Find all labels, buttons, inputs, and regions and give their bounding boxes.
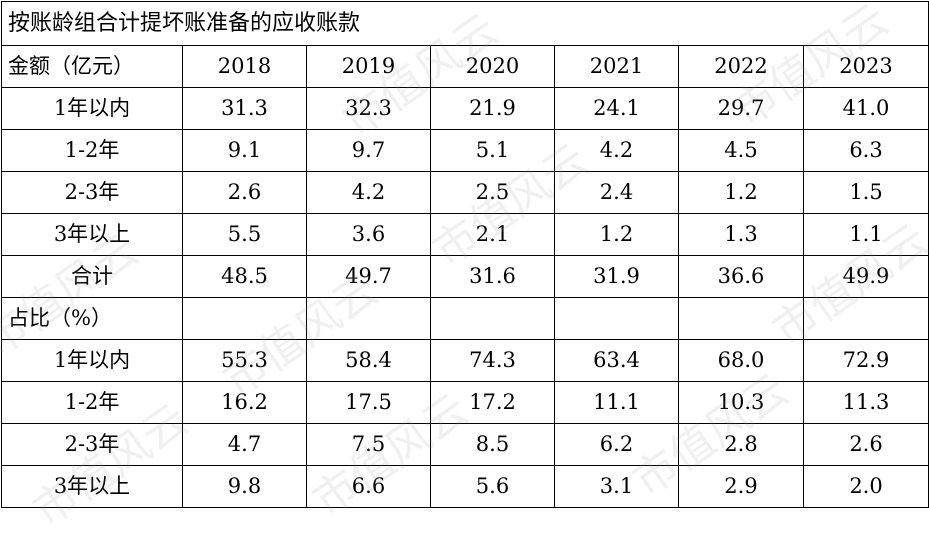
table-cell: 16.2: [182, 381, 307, 424]
table-row: 1年以内 55.3 58.4 74.3 63.4 68.0 72.9: [1, 339, 929, 382]
table-cell: 49.9: [802, 255, 929, 298]
table-cell: 5.5: [182, 213, 307, 256]
table-cell: 29.7: [678, 87, 804, 130]
table-cell: 2.5: [430, 171, 555, 214]
table-cell: 21.9: [430, 87, 555, 130]
pct-header: 占比（%）: [1, 297, 183, 340]
year-header: 2020: [430, 45, 555, 88]
table-row: 3年以上 9.8 6.6 5.6 3.1 2.9 2.0: [1, 465, 929, 508]
row-label: 3年以上: [1, 213, 183, 256]
table-cell: 74.3: [430, 339, 555, 382]
table-cell: 72.9: [802, 339, 929, 382]
table-cell: 58.4: [306, 339, 431, 382]
table-cell: 5.1: [430, 129, 555, 172]
table-title-row: 按账龄组合计提坏账准备的应收账款: [0, 1, 929, 46]
table-cell: 3.6: [306, 213, 431, 256]
table-cell: 68.0: [678, 339, 804, 382]
table-cell: 1.2: [554, 213, 679, 256]
row-label: 3年以上: [1, 465, 183, 508]
table-cell: 4.5: [678, 129, 804, 172]
table-row: 1-2年 9.1 9.7 5.1 4.2 4.5 6.3: [1, 129, 929, 172]
table-cell: 2.6: [182, 171, 307, 214]
table-cell: 63.4: [554, 339, 679, 382]
table-cell: 2.1: [430, 213, 555, 256]
table-cell: 1.1: [802, 213, 929, 256]
table-cell: 9.7: [306, 129, 431, 172]
table-cell: 17.2: [430, 381, 555, 424]
year-header: 2023: [802, 45, 929, 88]
table-cell: 6.2: [554, 423, 679, 466]
empty-cell: [430, 297, 555, 340]
table-cell: 48.5: [182, 255, 307, 298]
year-header: 2018: [182, 45, 307, 88]
table-row: 1年以内 31.3 32.3 21.9 24.1 29.7 41.0: [1, 87, 929, 130]
year-header: 2021: [554, 45, 679, 88]
table-cell: 36.6: [678, 255, 804, 298]
table-cell: 4.2: [306, 171, 431, 214]
year-header: 2019: [306, 45, 431, 88]
table-cell: 2.8: [678, 423, 804, 466]
table-row: 2-3年 4.7 7.5 8.5 6.2 2.8 2.6: [1, 423, 929, 466]
empty-cell: [802, 297, 929, 340]
table-cell: 49.7: [306, 255, 431, 298]
row-label: 1-2年: [1, 129, 183, 172]
table-cell: 4.7: [182, 423, 307, 466]
row-label: 2-3年: [1, 171, 183, 214]
year-header: 2022: [678, 45, 804, 88]
table-cell: 31.6: [430, 255, 555, 298]
empty-cell: [554, 297, 679, 340]
empty-cell: [182, 297, 307, 340]
amount-header: 金额（亿元）: [1, 45, 183, 88]
table-cell: 1.2: [678, 171, 804, 214]
table-cell: 1.5: [802, 171, 929, 214]
table-cell: 6.6: [306, 465, 431, 508]
row-label: 2-3年: [1, 423, 183, 466]
aging-receivables-table: 按账龄组合计提坏账准备的应收账款 金额（亿元） 2018 2019 2020 2…: [0, 1, 929, 508]
row-label: 1年以内: [1, 339, 183, 382]
table-cell: 10.3: [678, 381, 804, 424]
table-cell: 2.6: [802, 423, 929, 466]
year-header-row: 金额（亿元） 2018 2019 2020 2021 2022 2023: [1, 45, 929, 88]
table-cell: 31.3: [182, 87, 307, 130]
row-label: 合计: [1, 255, 183, 298]
table-cell: 41.0: [802, 87, 929, 130]
table-cell: 24.1: [554, 87, 679, 130]
empty-cell: [306, 297, 431, 340]
table-cell: 8.5: [430, 423, 555, 466]
table-cell: 1.3: [678, 213, 804, 256]
table-cell: 9.8: [182, 465, 307, 508]
table-cell: 3.1: [554, 465, 679, 508]
table-cell: 6.3: [802, 129, 929, 172]
table-title: 按账龄组合计提坏账准备的应收账款: [0, 1, 929, 46]
empty-cell: [678, 297, 804, 340]
table-cell: 4.2: [554, 129, 679, 172]
row-label: 1年以内: [1, 87, 183, 130]
table-cell: 9.1: [182, 129, 307, 172]
table-cell: 5.6: [430, 465, 555, 508]
table-row-total: 合计 48.5 49.7 31.6 31.9 36.6 49.9: [1, 255, 929, 298]
row-label: 1-2年: [1, 381, 183, 424]
table-cell: 2.0: [802, 465, 929, 508]
table-cell: 2.9: [678, 465, 804, 508]
table-cell: 32.3: [306, 87, 431, 130]
table-cell: 11.3: [802, 381, 929, 424]
table-row: 1-2年 16.2 17.5 17.2 11.1 10.3 11.3: [1, 381, 929, 424]
table-cell: 11.1: [554, 381, 679, 424]
table-cell: 17.5: [306, 381, 431, 424]
table-cell: 7.5: [306, 423, 431, 466]
pct-header-row: 占比（%）: [1, 297, 929, 340]
table-row: 3年以上 5.5 3.6 2.1 1.2 1.3 1.1: [1, 213, 929, 256]
table-cell: 55.3: [182, 339, 307, 382]
table-cell: 2.4: [554, 171, 679, 214]
table-row: 2-3年 2.6 4.2 2.5 2.4 1.2 1.5: [1, 171, 929, 214]
table-cell: 31.9: [554, 255, 679, 298]
